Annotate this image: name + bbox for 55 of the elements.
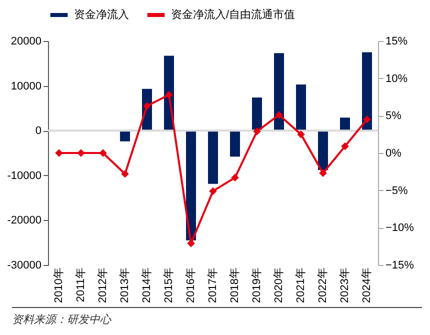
x-tick-label: 2018年 — [229, 268, 241, 303]
bar — [186, 130, 196, 240]
y-tick-label: 10000 — [10, 80, 42, 92]
legend-label: 资金净流入 — [74, 8, 129, 21]
point — [143, 102, 151, 110]
point — [297, 130, 305, 138]
y-tick-label: 0 — [35, 125, 42, 138]
x-tick-label: 2011年 — [75, 268, 87, 302]
point — [231, 174, 239, 182]
bar — [230, 130, 240, 157]
bar — [208, 130, 218, 184]
bar — [318, 130, 328, 170]
bar — [274, 53, 284, 131]
y-tick-label: -30000 — [7, 260, 42, 272]
x-tick-label: 2012年 — [97, 268, 109, 303]
y2-tick-label: −5% — [386, 184, 408, 197]
x-tick-label: 2024年 — [361, 268, 373, 303]
bar — [120, 130, 130, 142]
bar — [252, 97, 262, 131]
x-tick-label: 2021年 — [295, 268, 307, 303]
x-tick-label: 2014年 — [141, 268, 153, 303]
point — [253, 127, 261, 136]
point — [121, 170, 129, 178]
y2-tick-label: 10% — [386, 72, 408, 85]
point — [55, 149, 63, 157]
legend-label: 资金净流入/自由流通市值 — [171, 8, 296, 21]
point — [165, 90, 173, 99]
x-tick-label: 2017年 — [207, 268, 219, 303]
x-tick-label: 2013年 — [119, 268, 131, 303]
x-tick-label: 2022年 — [317, 268, 329, 303]
y2-tick-label: −10% — [386, 222, 414, 234]
x-tick-label: 2019年 — [251, 268, 263, 303]
bar — [362, 52, 372, 131]
x-tick-label: 2010年 — [53, 268, 65, 303]
x-tick-label: 2023年 — [339, 268, 351, 303]
point — [319, 169, 327, 178]
y2-tick-label: 0% — [386, 148, 402, 160]
point — [363, 116, 371, 124]
point — [99, 149, 107, 157]
y2-tick-label: 5% — [386, 110, 402, 122]
x-tick-label: 2016年 — [185, 268, 197, 303]
y-tick-label: -20000 — [7, 214, 42, 227]
bar — [296, 84, 306, 131]
y2-tick-label: −15% — [386, 260, 414, 272]
text: 资料来源：研发中心 — [12, 307, 422, 327]
y2-tick-label: 15% — [386, 36, 408, 48]
x-tick-label: 2020年 — [273, 268, 285, 303]
bar — [340, 118, 350, 131]
point — [77, 149, 85, 157]
point — [209, 187, 217, 195]
x-tick-label: 2015年 — [163, 268, 175, 303]
point — [341, 142, 349, 150]
y-tick-label: 20000 — [10, 36, 42, 48]
y-tick-label: -10000 — [7, 170, 42, 182]
point — [275, 111, 283, 119]
